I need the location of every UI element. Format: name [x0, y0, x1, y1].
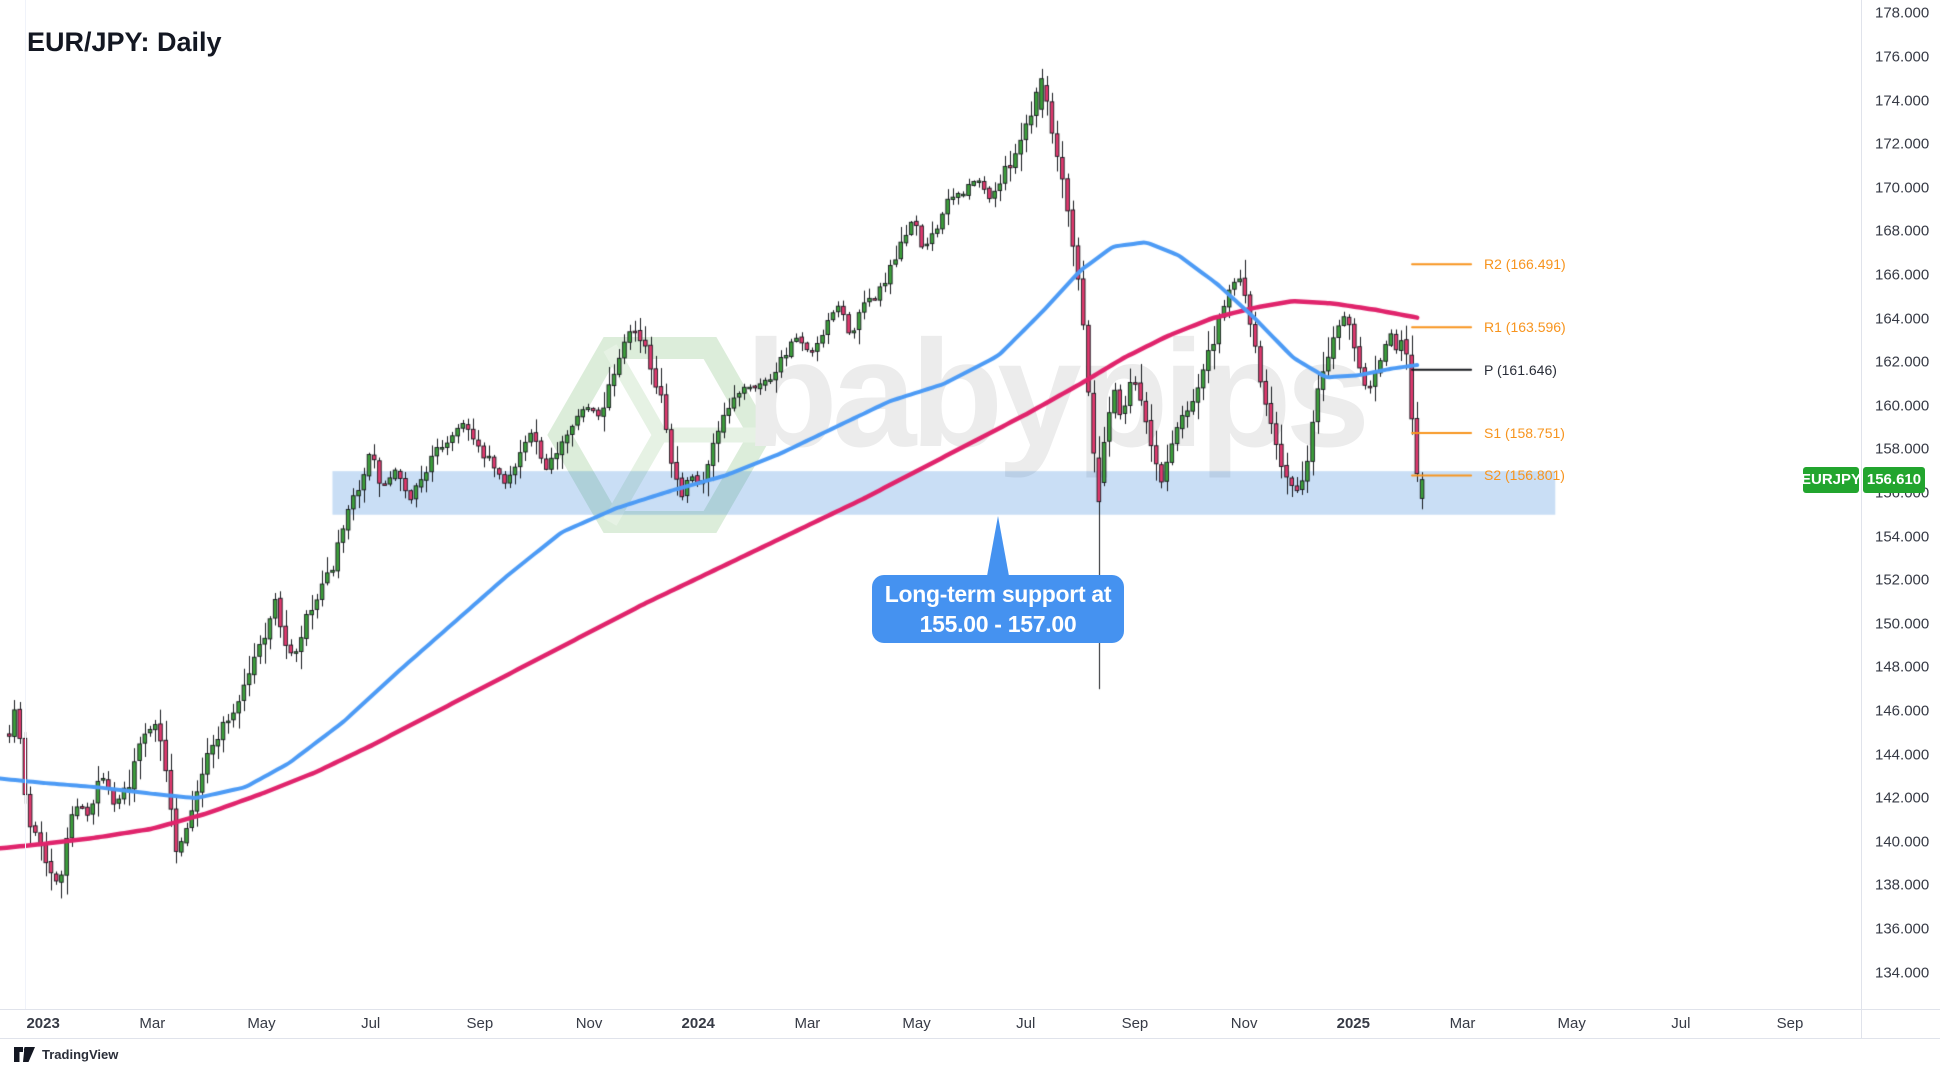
pivot-label-s2: S2 (156.801)	[1484, 467, 1565, 484]
time-tick-label: Mar	[1449, 1015, 1476, 1032]
time-tick-label: Sep	[1776, 1015, 1804, 1032]
price-tick-label: 154.000	[1875, 528, 1930, 546]
time-tick-label: Jul	[361, 1015, 381, 1032]
time-axis-separator-top	[0, 1009, 1940, 1010]
symbol-badge: EURJPY	[1801, 466, 1861, 493]
callout-line2: 155.00 - 157.00	[919, 611, 1077, 637]
session-divider-line	[25, 0, 26, 1038]
price-tick-label: 172.000	[1875, 135, 1930, 153]
time-tick-label: May	[247, 1015, 276, 1032]
time-tick-label: Mar	[794, 1015, 821, 1032]
time-tick-label: Sep	[466, 1015, 494, 1032]
last-price-badge: 156.610	[1863, 466, 1925, 493]
time-tick-label: Jul	[1671, 1015, 1691, 1032]
pivot-label-p: P (161.646)	[1484, 361, 1557, 378]
chart-canvas[interactable]	[0, 0, 1861, 1009]
time-tick-label: Nov	[575, 1015, 603, 1032]
time-tick-label: 2024	[681, 1015, 715, 1032]
time-tick-label: May	[902, 1015, 931, 1032]
callout-line1: Long-term support at	[884, 581, 1112, 607]
time-tick-label: Nov	[1230, 1015, 1258, 1032]
price-tick-label: 170.000	[1875, 179, 1930, 197]
price-tick-label: 144.000	[1875, 746, 1930, 764]
time-tick-label: May	[1557, 1015, 1586, 1032]
price-axis-separator	[1861, 0, 1862, 1038]
price-tick-label: 142.000	[1875, 789, 1930, 807]
price-tick-label: 134.000	[1875, 964, 1930, 982]
pivot-label-s1: S1 (158.751)	[1484, 424, 1565, 441]
price-tick-label: 152.000	[1875, 571, 1930, 589]
time-axis-separator-bottom	[0, 1038, 1940, 1039]
price-tick-label: 138.000	[1875, 876, 1930, 894]
price-tick-label: 166.000	[1875, 266, 1930, 284]
price-tick-label: 148.000	[1875, 658, 1930, 676]
time-tick-label: Sep	[1121, 1015, 1149, 1032]
price-tick-label: 146.000	[1875, 702, 1930, 720]
price-axis[interactable]: 178.000 176.000 174.000 172.000 170.000 168.0…	[1862, 0, 1940, 1009]
tradingview-logo-text: TradingView	[42, 1047, 119, 1062]
time-tick-label: 2023	[26, 1015, 60, 1032]
time-axis[interactable]: 2023 Mar May Jul Sep Nov 2024 Mar May Jul Sep Nov 20…	[0, 1010, 1940, 1038]
price-tick-label: 176.000	[1875, 48, 1930, 66]
price-tick-label: 174.000	[1875, 92, 1930, 109]
tradingview-logo-icon	[14, 1047, 35, 1062]
price-tick-label: 178.000	[1875, 4, 1930, 22]
tradingview-logo[interactable]: TradingView	[14, 1047, 118, 1062]
price-tick-label: 136.000	[1875, 920, 1930, 938]
price-tick-label: 162.000	[1875, 353, 1930, 371]
page-title: EUR/JPY: Daily	[27, 27, 222, 57]
time-tick-label: 2025	[1336, 1015, 1370, 1032]
price-tick-label: 160.000	[1875, 397, 1930, 415]
price-tick-label: 168.000	[1875, 222, 1930, 240]
support-callout[interactable]: Long-term support at 155.00 - 157.00	[872, 575, 1124, 643]
price-tick-label: 158.000	[1875, 440, 1930, 458]
time-tick-label: Mar	[139, 1015, 166, 1032]
time-tick-label: Jul	[1016, 1015, 1036, 1032]
callout-tail	[987, 516, 1009, 576]
price-tick-label: 150.000	[1875, 615, 1930, 633]
price-tick-label: 140.000	[1875, 833, 1930, 851]
price-tick-label: 164.000	[1875, 310, 1930, 328]
pivot-label-r2: R2 (166.491)	[1484, 256, 1566, 273]
pivot-label-r1: R1 (163.596)	[1484, 319, 1566, 336]
